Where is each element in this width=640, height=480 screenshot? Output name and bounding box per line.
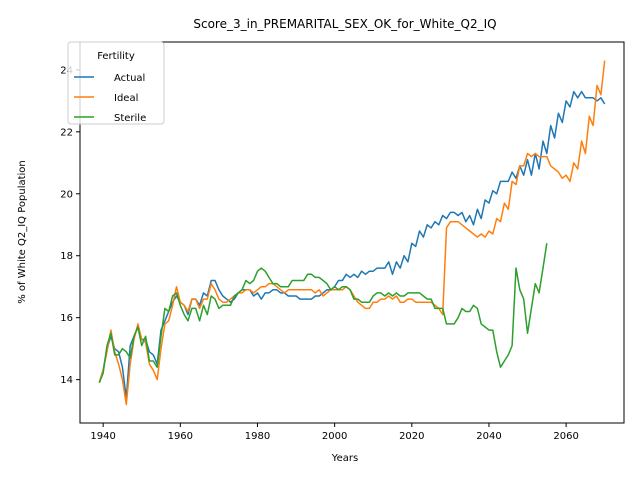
- x-tick-label: 2060: [553, 431, 578, 442]
- y-tick-label: 20: [60, 189, 73, 200]
- x-tick-label: 1980: [245, 431, 270, 442]
- y-tick-label: 16: [60, 313, 73, 324]
- x-tick-label: 2040: [476, 431, 501, 442]
- y-tick-label: 22: [60, 127, 73, 138]
- chart-title: Score_3_in_PREMARITAL_SEX_OK_for_White_Q…: [193, 17, 496, 31]
- x-tick-label: 1960: [168, 431, 193, 442]
- series-line-sterile: [98, 243, 548, 383]
- y-axis-label: % of White Q2_IQ Population: [17, 160, 28, 304]
- y-tick-label: 24: [60, 65, 73, 76]
- x-axis-label: Years: [331, 453, 358, 464]
- x-tick-label: 2000: [322, 431, 347, 442]
- legend: Fertility Actual Ideal Sterile: [67, 41, 165, 125]
- series-line-ideal: [98, 60, 606, 406]
- legend-label-ideal: Ideal: [114, 93, 138, 104]
- y-tick-label: 14: [60, 375, 73, 386]
- plot-frame: [79, 41, 625, 424]
- x-tick-label: 1940: [90, 431, 115, 442]
- legend-title: Fertility: [97, 51, 135, 62]
- x-tick-label: 2020: [399, 431, 424, 442]
- legend-label-sterile: Sterile: [114, 113, 146, 124]
- y-tick-label: 18: [60, 251, 73, 262]
- y-axis: 14 16 18 20 22 24: [60, 65, 80, 386]
- series-line-actual: [98, 90, 606, 399]
- legend-label-actual: Actual: [114, 73, 145, 84]
- x-axis: 1940 1960 1980 2000 2020 2040 2060: [90, 423, 579, 442]
- legend-box: [67, 41, 165, 125]
- plot-area: [98, 60, 606, 406]
